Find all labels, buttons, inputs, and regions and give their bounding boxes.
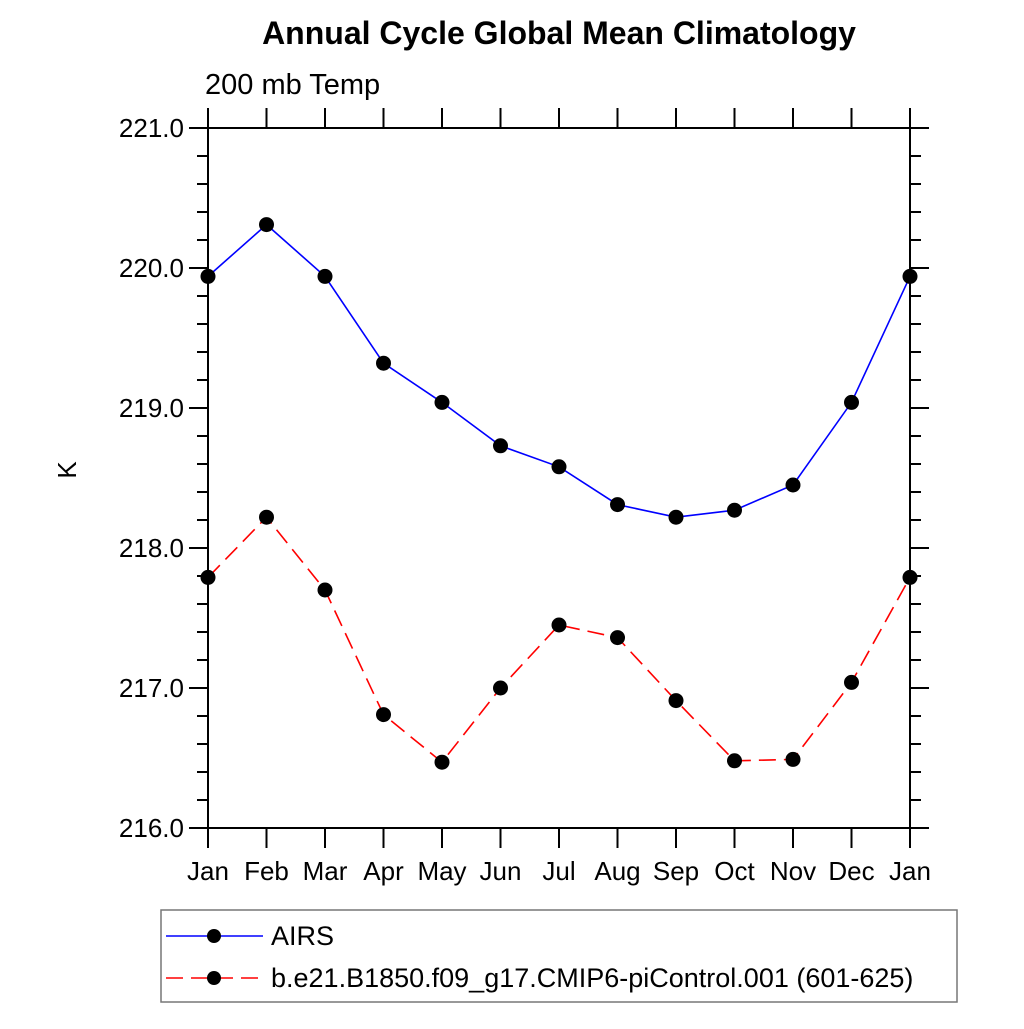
y-tick-label: 217.0 [119,673,184,703]
x-tick-label: Feb [244,856,289,886]
legend-label-model: b.e21.B1850.f09_g17.CMIP6-piControl.001 … [271,963,913,993]
x-tick-label: Dec [828,856,874,886]
series-marker-0 [902,268,918,284]
y-axis-label: K [52,461,82,479]
x-tick-label: Apr [363,856,404,886]
series-marker-1 [902,569,918,585]
series-marker-0 [434,394,450,410]
series-marker-0 [259,217,274,233]
series-marker-0 [610,497,625,513]
x-tick-label: Mar [303,856,348,886]
series-marker-1 [317,582,333,598]
y-tick-label: 216.0 [119,813,184,843]
series-marker-0 [844,394,859,410]
y-tick-label: 218.0 [119,533,184,563]
y-tick-label: 219.0 [119,393,184,423]
x-tick-label: May [417,856,466,886]
series-marker-0 [317,268,333,284]
plot-area: Jan Feb Mar Apr May Jun Jul Aug Sep Oct Nov Dec Jan2… [119,108,931,886]
x-tick-label: Jan [187,856,229,886]
series-marker-1 [727,753,742,769]
x-tick-label: Aug [594,856,640,886]
x-tick-label: Sep [653,856,699,886]
series-line-1 [207,515,911,764]
series-marker-1 [376,707,391,723]
series-marker-0 [200,268,216,284]
series-marker-0 [551,459,567,475]
series-marker-0 [493,438,508,454]
series-marker-1 [493,680,508,696]
series-marker-1 [434,754,450,770]
legend-box [160,909,958,1003]
x-tick-label: Jun [480,856,522,886]
legend-marker-airs [207,929,221,943]
x-tick-label: Oct [714,856,755,886]
legend-label-airs: AIRS [271,921,334,951]
series-marker-1 [551,617,567,633]
series-marker-1 [200,569,216,585]
legend-marker-model [207,971,221,985]
series-marker-0 [785,477,801,493]
legend: AIRS b.e21.B1850.f09_g17.CMIP6-piControl… [160,909,958,1003]
series-marker-1 [610,630,625,646]
chart-subtitle: 200 mb Temp [205,69,380,101]
series-marker-0 [727,502,742,518]
series-marker-1 [259,509,274,525]
y-tick-label: 221.0 [119,113,184,143]
plot-frame [207,127,911,829]
series-marker-1 [668,693,684,709]
series-marker-1 [785,751,801,767]
chart-title: Annual Cycle Global Mean Climatology [262,15,856,51]
series-marker-0 [376,355,391,371]
y-tick-label: 220.0 [119,253,184,283]
x-tick-label: Jan [889,856,931,886]
series-marker-0 [668,509,684,525]
x-tick-label: Jul [542,856,575,886]
series-marker-1 [844,674,859,690]
x-tick-label: Nov [770,856,816,886]
